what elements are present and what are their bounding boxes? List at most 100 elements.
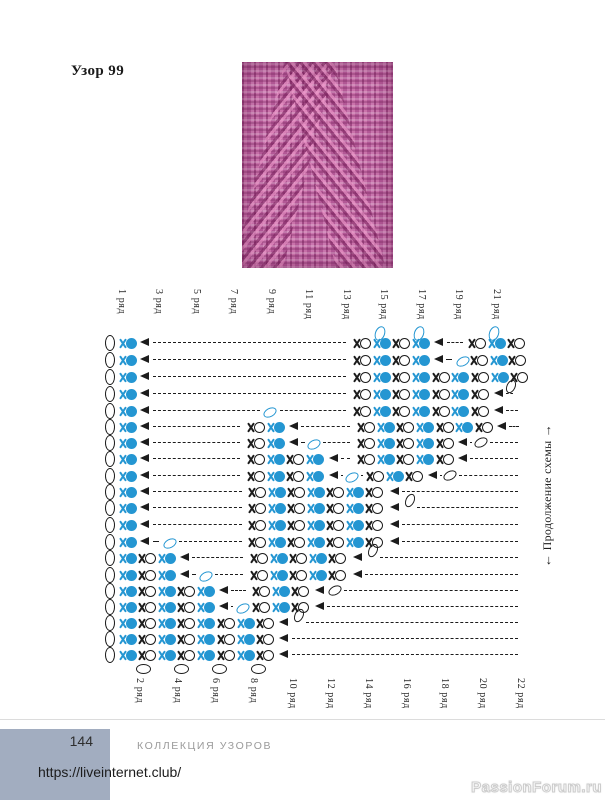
turning-chain-symbol xyxy=(105,583,115,599)
stitch-symbol-black xyxy=(217,633,235,645)
chart-row-label-bottom: 10 ряд xyxy=(287,678,298,709)
circle-icon xyxy=(126,453,137,465)
x-stroke-icon xyxy=(328,553,336,564)
circle-icon xyxy=(224,649,235,661)
circle-icon xyxy=(255,536,266,548)
stitch-symbol-blue xyxy=(490,354,508,366)
direction-arrow-icon xyxy=(140,537,149,545)
stitch-symbol-blue xyxy=(307,502,325,514)
circle-icon xyxy=(165,649,176,661)
circle-icon xyxy=(165,633,176,645)
stitch-symbol-blue xyxy=(119,337,137,349)
circle-icon xyxy=(263,617,274,629)
x-stroke-icon xyxy=(237,618,245,629)
dashed-line xyxy=(301,426,350,427)
circle-icon xyxy=(458,388,469,400)
x-stroke-icon xyxy=(177,650,185,661)
x-stroke-icon xyxy=(197,650,205,661)
stitch-symbol-black xyxy=(291,585,309,597)
chain-symbol-black xyxy=(326,583,344,598)
circle-icon xyxy=(145,633,156,645)
stitch-symbol-black xyxy=(392,405,410,417)
x-stroke-icon xyxy=(248,537,256,548)
circle-icon xyxy=(184,617,195,629)
direction-arrow-icon xyxy=(329,454,338,462)
chart-row-label-bottom: 16 ряд xyxy=(401,678,412,709)
circle-icon xyxy=(254,421,265,433)
x-stroke-icon xyxy=(416,454,424,465)
stitch-symbol-black xyxy=(177,601,195,613)
dashed-line xyxy=(301,442,305,443)
dashed-line xyxy=(215,574,243,575)
x-stroke-icon xyxy=(119,503,127,514)
turning-chain-symbol xyxy=(105,451,115,467)
x-stroke-icon xyxy=(365,520,373,531)
stitch-symbol-blue xyxy=(309,552,327,564)
source-url: https://liveinternet.club/ xyxy=(38,764,182,780)
stitch-symbol-blue xyxy=(309,569,327,581)
x-stroke-icon xyxy=(267,471,275,482)
direction-arrow-icon xyxy=(434,338,443,346)
x-stroke-icon xyxy=(357,454,365,465)
circle-icon xyxy=(373,470,384,482)
stitch-symbol-blue xyxy=(119,601,137,613)
direction-arrow-icon xyxy=(458,454,467,462)
dashed-line xyxy=(153,475,240,476)
x-stroke-icon xyxy=(373,355,381,366)
circle-icon xyxy=(360,337,371,349)
x-stroke-icon xyxy=(470,355,478,366)
circle-icon xyxy=(439,388,450,400)
stitch-symbol-blue xyxy=(158,649,176,661)
chart-row-label-top: 1 ряд xyxy=(116,289,127,315)
circle-icon xyxy=(279,585,290,597)
direction-arrow-icon xyxy=(494,406,503,414)
x-stroke-icon xyxy=(396,454,404,465)
circle-icon xyxy=(514,337,525,349)
x-stroke-icon xyxy=(392,389,400,400)
dashed-line xyxy=(509,426,519,427)
stitch-symbol-black xyxy=(510,371,528,383)
circle-icon xyxy=(275,536,286,548)
x-stroke-icon xyxy=(366,471,374,482)
chart-row-label-top: 7 ряд xyxy=(228,289,239,315)
x-stroke-icon xyxy=(436,454,444,465)
dashed-line xyxy=(153,442,240,443)
stitch-symbol-black xyxy=(328,552,346,564)
chain-symbol-blue xyxy=(261,405,279,420)
direction-arrow-icon xyxy=(458,438,467,446)
x-stroke-icon xyxy=(119,634,127,645)
x-stroke-icon xyxy=(138,586,146,597)
circle-icon xyxy=(423,437,434,449)
x-stroke-icon xyxy=(138,650,146,661)
stitch-symbol-blue xyxy=(346,486,364,498)
stitch-symbol-black xyxy=(436,453,454,465)
stitch-symbol-blue xyxy=(488,337,506,349)
x-stroke-icon xyxy=(119,650,127,661)
x-stroke-icon xyxy=(326,537,334,548)
x-stroke-icon xyxy=(405,471,413,482)
x-stroke-icon xyxy=(217,650,225,661)
stitch-symbol-black xyxy=(326,519,344,531)
book-title: КОЛЛЕКЦИЯ УЗОРОВ xyxy=(137,740,273,752)
stitch-symbol-blue xyxy=(412,371,430,383)
circle-icon xyxy=(443,421,454,433)
circle-icon xyxy=(333,486,344,498)
stitch-symbol-blue xyxy=(307,486,325,498)
x-stroke-icon xyxy=(119,471,127,482)
turning-chain-symbol xyxy=(105,468,115,484)
circle-icon xyxy=(204,601,215,613)
x-stroke-icon xyxy=(248,487,256,498)
x-stroke-icon xyxy=(286,454,294,465)
x-stroke-icon xyxy=(289,553,297,564)
x-stroke-icon xyxy=(373,406,381,417)
stitch-symbol-blue xyxy=(412,337,430,349)
x-stroke-icon xyxy=(416,422,424,433)
circle-icon xyxy=(482,421,493,433)
stitch-symbol-black xyxy=(366,470,384,482)
direction-arrow-icon xyxy=(315,586,324,594)
x-stroke-icon xyxy=(248,520,256,531)
circle-icon xyxy=(360,405,371,417)
x-stroke-icon xyxy=(377,438,385,449)
stitch-symbol-blue xyxy=(197,585,215,597)
